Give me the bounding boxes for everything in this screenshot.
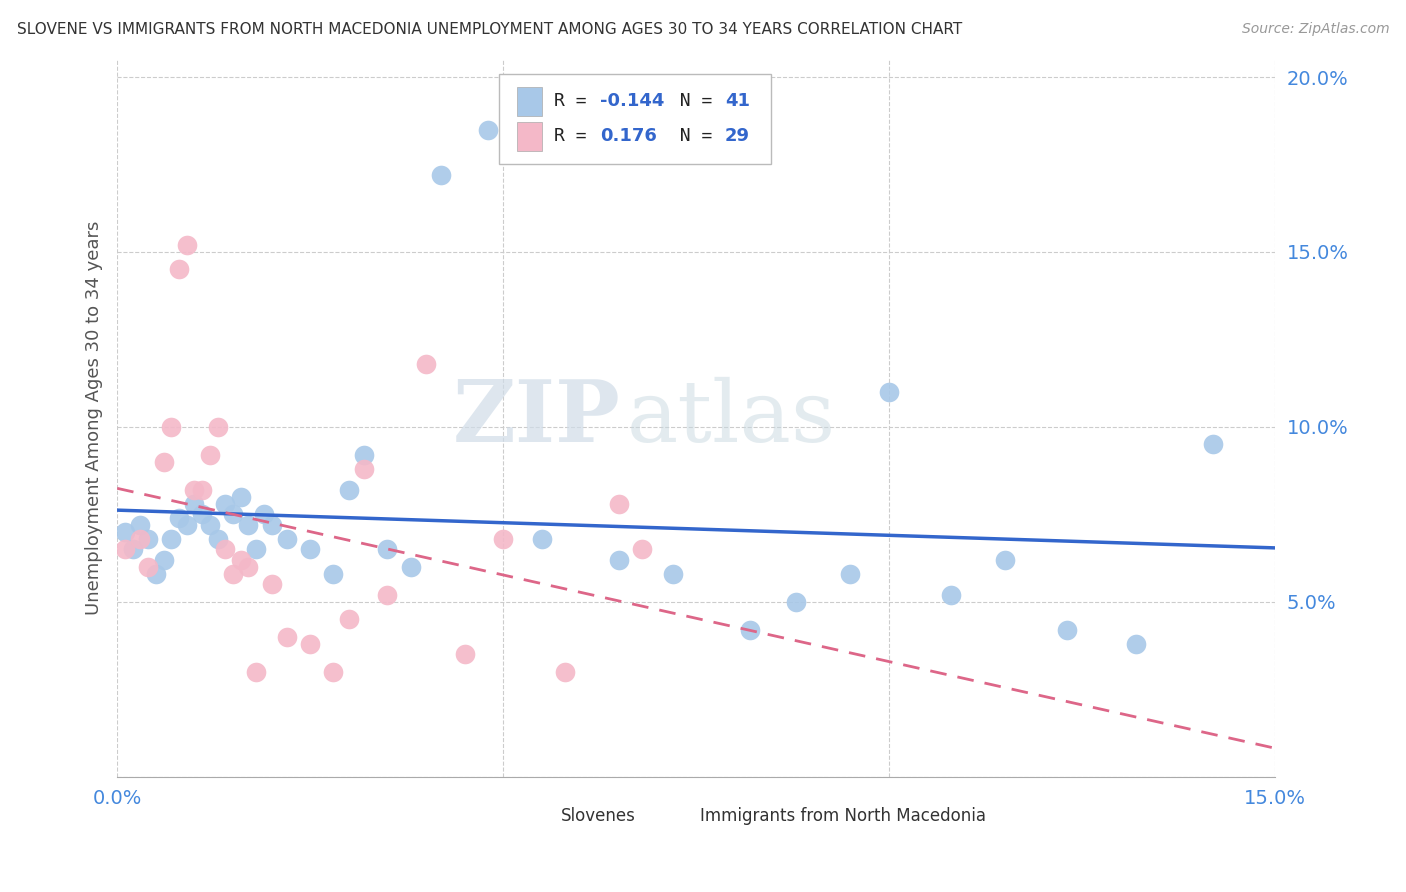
Point — [375, 542, 398, 557]
Point — [214, 497, 236, 511]
Point — [1125, 637, 1147, 651]
Point — [198, 448, 221, 462]
Text: -0.144: -0.144 — [600, 92, 665, 111]
Point — [114, 524, 136, 539]
Point — [877, 384, 900, 399]
Point — [1202, 437, 1225, 451]
Point — [415, 357, 437, 371]
Point — [1056, 623, 1078, 637]
Point — [662, 566, 685, 581]
Text: R =: R = — [554, 92, 598, 111]
Point — [191, 508, 214, 522]
Point — [136, 559, 159, 574]
Point — [167, 262, 190, 277]
Point — [322, 566, 344, 581]
Point — [145, 566, 167, 581]
Point — [276, 532, 298, 546]
Point — [631, 542, 654, 557]
Text: Immigrants from North Macedonia: Immigrants from North Macedonia — [700, 807, 986, 825]
Text: 0.176: 0.176 — [600, 128, 657, 145]
Point — [607, 497, 630, 511]
FancyBboxPatch shape — [516, 87, 543, 116]
Point — [375, 588, 398, 602]
Point — [785, 595, 807, 609]
Point — [222, 508, 245, 522]
Point — [176, 238, 198, 252]
Point — [839, 566, 862, 581]
Point — [492, 532, 515, 546]
Y-axis label: Unemployment Among Ages 30 to 34 years: Unemployment Among Ages 30 to 34 years — [86, 221, 103, 615]
Point — [477, 122, 499, 136]
Text: N =: N = — [658, 128, 723, 145]
Point — [129, 532, 152, 546]
Text: R =: R = — [554, 128, 607, 145]
Point — [299, 542, 322, 557]
Point — [245, 542, 267, 557]
Point — [253, 508, 276, 522]
Point — [207, 420, 229, 434]
Text: 29: 29 — [725, 128, 749, 145]
Point — [229, 490, 252, 504]
Point — [160, 532, 183, 546]
Point — [198, 517, 221, 532]
Point — [276, 630, 298, 644]
FancyBboxPatch shape — [499, 74, 772, 163]
Point — [260, 517, 283, 532]
FancyBboxPatch shape — [668, 806, 693, 829]
Point — [191, 483, 214, 497]
Text: ZIP: ZIP — [453, 376, 621, 460]
Point — [238, 559, 260, 574]
Text: N =: N = — [658, 92, 723, 111]
Point — [222, 566, 245, 581]
Text: 41: 41 — [725, 92, 749, 111]
FancyBboxPatch shape — [516, 122, 543, 151]
Point — [129, 517, 152, 532]
Point — [136, 532, 159, 546]
Point — [353, 462, 375, 476]
Point — [183, 497, 205, 511]
Point — [337, 483, 360, 497]
Point — [994, 553, 1017, 567]
Point — [260, 577, 283, 591]
Point — [453, 647, 475, 661]
Point — [607, 553, 630, 567]
Point — [121, 542, 143, 557]
Point — [114, 542, 136, 557]
Point — [238, 517, 260, 532]
Point — [939, 588, 962, 602]
Point — [740, 623, 762, 637]
Point — [399, 559, 422, 574]
Text: atlas: atlas — [627, 376, 835, 459]
Point — [353, 448, 375, 462]
Point — [160, 420, 183, 434]
Point — [299, 637, 322, 651]
FancyBboxPatch shape — [529, 806, 554, 829]
Point — [152, 553, 174, 567]
Point — [167, 511, 190, 525]
Point — [337, 612, 360, 626]
Point — [430, 168, 453, 182]
Point — [207, 532, 229, 546]
Point — [176, 517, 198, 532]
Text: Source: ZipAtlas.com: Source: ZipAtlas.com — [1241, 22, 1389, 37]
Point — [152, 455, 174, 469]
Point — [530, 532, 553, 546]
Point — [322, 665, 344, 679]
Text: SLOVENE VS IMMIGRANTS FROM NORTH MACEDONIA UNEMPLOYMENT AMONG AGES 30 TO 34 YEAR: SLOVENE VS IMMIGRANTS FROM NORTH MACEDON… — [17, 22, 962, 37]
Text: Slovenes: Slovenes — [561, 807, 636, 825]
Point — [214, 542, 236, 557]
Point — [554, 665, 576, 679]
Point — [229, 553, 252, 567]
Point — [245, 665, 267, 679]
Point — [183, 483, 205, 497]
